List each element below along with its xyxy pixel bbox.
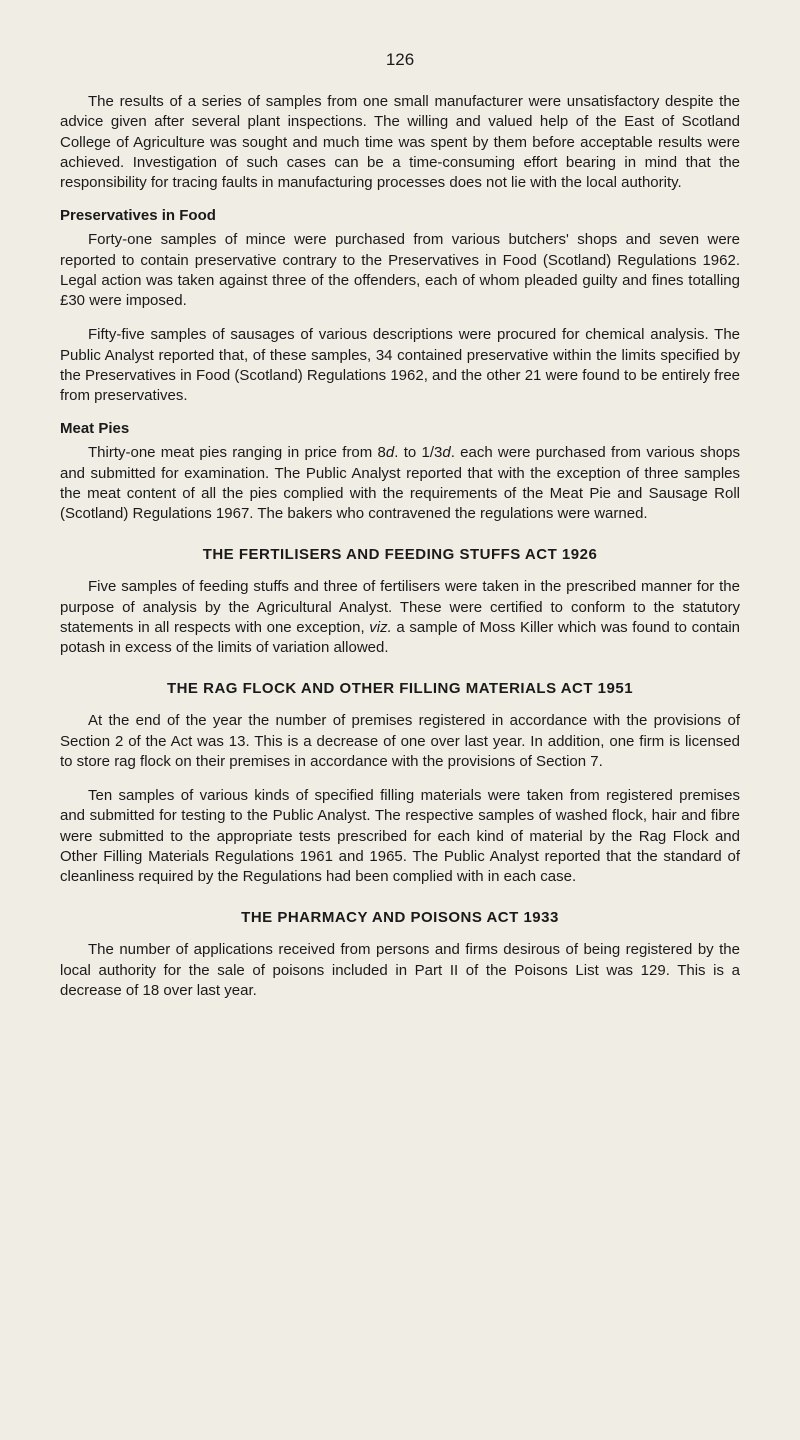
heading-fertilisers: THE FERTILISERS AND FEEDING STUFFS ACT 1…: [60, 546, 740, 563]
meat-pies-paragraph: Thirty-one meat pies ranging in price fr…: [60, 443, 740, 524]
heading-meat-pies: Meat Pies: [60, 420, 740, 437]
heading-rag-flock: THE RAG FLOCK AND OTHER FILLING MATERIAL…: [60, 680, 740, 697]
preservatives-para-1: Forty-one samples of mince were purchase…: [60, 230, 740, 311]
intro-paragraph: The results of a series of samples from …: [60, 92, 740, 193]
meat-d2: d: [442, 444, 450, 461]
pharmacy-paragraph: The number of applications received from…: [60, 940, 740, 1001]
meat-text-mid: . to 1/3: [394, 444, 442, 461]
meat-text-pre: Thirty-one meat pies ranging in price fr…: [88, 444, 386, 461]
rag-flock-para-2: Ten samples of various kinds of specifie…: [60, 786, 740, 887]
page-number: 126: [60, 50, 740, 70]
heading-preservatives: Preservatives in Food: [60, 207, 740, 224]
fert-viz: viz.: [369, 619, 392, 636]
meat-d1: d: [386, 444, 394, 461]
rag-flock-para-1: At the end of the year the number of pre…: [60, 711, 740, 772]
heading-pharmacy: THE PHARMACY AND POISONS ACT 1933: [60, 909, 740, 926]
preservatives-para-2: Fifty-five samples of sausages of variou…: [60, 325, 740, 406]
fertilisers-paragraph: Five samples of feeding stuffs and three…: [60, 577, 740, 658]
